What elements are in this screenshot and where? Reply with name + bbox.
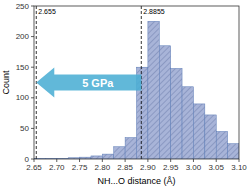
x-axis-label: NH...O distance (Å): [97, 176, 175, 186]
x-tick: [239, 159, 240, 162]
x-tick-label: 2.70: [49, 163, 65, 172]
y-tick-label: 0: [25, 155, 30, 164]
bar: [125, 138, 136, 159]
x-tick: [193, 159, 194, 162]
x-tick: [79, 159, 80, 162]
bar: [182, 87, 193, 159]
x-tick: [125, 159, 126, 162]
y-tick: [31, 36, 34, 37]
bar: [102, 154, 113, 159]
x-tick: [56, 159, 57, 162]
y-axis-label: Count: [1, 70, 11, 95]
y-tick-label: 100: [16, 93, 30, 102]
x-tick-label: 3.05: [208, 163, 224, 172]
x-tick: [34, 159, 35, 162]
y-tick-label: 150: [16, 63, 30, 72]
x-tick: [216, 159, 217, 162]
bar: [91, 156, 102, 159]
bar: [159, 46, 170, 159]
y-tick: [31, 6, 34, 7]
x-tick: [170, 159, 171, 162]
y-tick: [31, 97, 34, 98]
y-tick: [31, 128, 34, 129]
x-tick: [147, 159, 148, 162]
x-tick-label: 3.10: [231, 163, 247, 172]
x-tick-label: 2.75: [72, 163, 88, 172]
y-tick: [31, 159, 34, 160]
y-tick-label: 250: [16, 2, 30, 11]
bar: [148, 21, 159, 159]
y-tick: [31, 67, 34, 68]
arrow: [36, 68, 141, 98]
arrow-text: 5 GPa: [82, 77, 114, 89]
bar: [228, 144, 239, 159]
x-tick-label: 2.85: [117, 163, 133, 172]
bar: [193, 104, 204, 159]
chart: 2.65 2.70 2.75 2.80 2.85 2.90 2.95 3.00 3.05 3.10…: [0, 0, 249, 189]
x-tick-label: 2.80: [95, 163, 111, 172]
x-tick-label: 2.90: [140, 163, 156, 172]
x-tick-label: 2.95: [163, 163, 179, 172]
bar: [205, 115, 216, 159]
bar: [171, 68, 182, 159]
y-tick-label: 200: [16, 32, 30, 41]
plot-frame: [34, 6, 239, 159]
y-tick-label: 50: [20, 124, 29, 133]
vline-label: 2.655: [38, 8, 56, 15]
vline-label: 2.8855: [143, 8, 165, 15]
x-tick: [102, 159, 103, 162]
plot-area: [34, 6, 239, 159]
x-tick-label: 3.00: [186, 163, 202, 172]
x-tick-label: 2.65: [26, 163, 42, 172]
bar: [114, 147, 125, 159]
bar: [216, 131, 227, 159]
